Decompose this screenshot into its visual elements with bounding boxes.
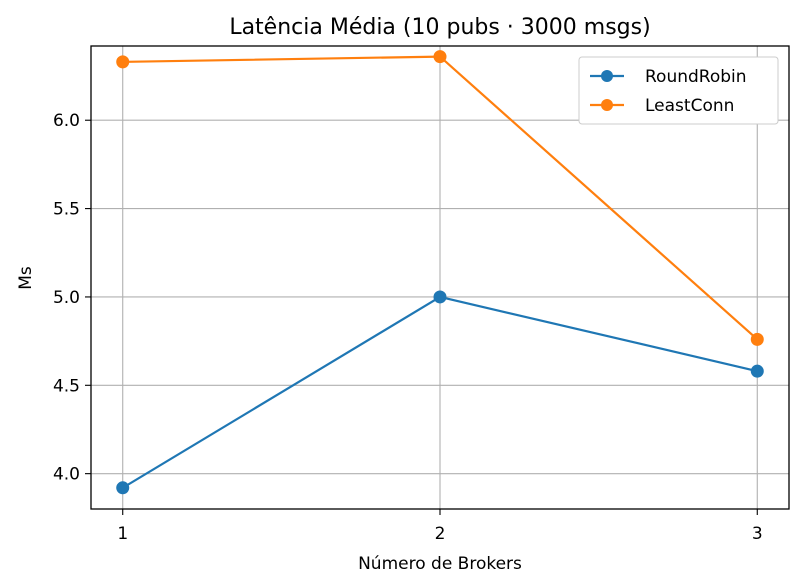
legend-box [578,56,779,125]
x-axis-label: Número de Brokers [358,554,522,574]
y-tick-label: 4.5 [53,376,80,396]
legend-label-roundrobin: RoundRobin [645,67,747,87]
data-point-roundrobin [116,481,130,495]
data-point-leastconn [433,50,447,64]
y-tick-label: 5.5 [53,200,80,220]
legend-marker-leastconn [601,99,613,111]
data-point-roundrobin [750,364,764,378]
x-tick-label: 2 [435,524,446,544]
legend-marker-roundrobin [601,70,613,82]
legend: RoundRobin LeastConn [578,56,779,125]
y-tick-label: 5.0 [53,288,80,308]
axis-ticks: 1 2 3 4.0 4.5 5.0 5.5 6.0 [53,111,763,544]
legend-label-leastconn: LeastConn [645,96,734,116]
data-point-roundrobin [433,290,447,304]
x-tick-label: 1 [117,524,128,544]
data-point-leastconn [116,55,130,69]
x-tick-label: 3 [752,524,763,544]
y-tick-label: 6.0 [53,111,80,131]
y-tick-label: 4.0 [53,465,80,485]
y-axis-label: Ms [16,266,36,290]
data-point-leastconn [750,332,764,346]
series-layer [116,50,764,495]
chart-title: Latência Média (10 pubs · 3000 msgs) [229,15,650,40]
